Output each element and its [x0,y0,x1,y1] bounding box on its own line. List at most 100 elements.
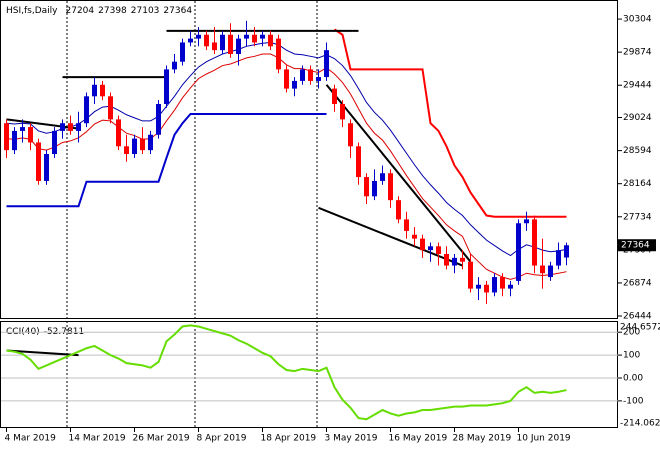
candle-body [340,104,345,120]
candle-body [260,34,265,39]
candle-body [316,77,321,81]
candle-body [12,130,17,151]
candle-body [404,219,409,231]
candle-body [308,69,313,81]
candle-body [452,257,457,266]
y-tick-label: 30304 [623,15,652,25]
candle-body [516,223,521,281]
y-tick-label: 26874 [623,278,652,288]
trendline [6,349,79,357]
candle-body [52,130,57,154]
candle-body [212,42,217,51]
candle-body [444,254,449,266]
chart-title: HSI,fs,Daily [6,6,58,16]
price-tag-bg [618,239,656,252]
candle-body [140,138,145,151]
candle-body [460,257,465,262]
y-tick-label: 200 [623,328,640,338]
y-tick-label: 26444 [623,312,652,322]
ohlc-high: 27398 [98,6,127,16]
y-tick-label: 28594 [623,146,652,156]
candle-body [148,134,153,151]
x-tick-label: 28 May 2019 [453,434,512,444]
candle-body [396,200,401,220]
y-tick-label: 29874 [623,48,652,58]
y-limit-label: -214.062 [620,419,660,429]
candle-body [508,284,513,289]
candle-body [100,84,105,97]
cci-line [6,324,567,421]
x-tick-label: 16 May 2019 [389,434,448,444]
candle-body [324,50,329,78]
x-tick-label: 8 Apr 2019 [197,434,247,444]
candle-body [36,142,41,181]
candle-body [196,34,201,39]
y-tick-label: -100 [623,396,644,406]
candle-body [84,96,89,124]
x-tick-label: 4 Mar 2019 [5,434,57,444]
candle-body [20,127,25,131]
x-tick-label: 14 Mar 2019 [69,434,126,444]
candle-body [76,123,81,131]
candle-body [4,123,9,151]
ohlc-open: 27204 [66,6,95,16]
y-tick-label: 29444 [623,81,652,91]
indicator-line [6,41,567,257]
candle-body [244,34,249,39]
candle-body [268,34,273,47]
candle-body [540,265,545,274]
x-tick-label: 10 Jun 2019 [517,434,571,444]
candle-body [236,38,241,54]
candle-body [420,238,425,251]
price-tag: 27364 [621,241,650,251]
candle-body [364,177,369,197]
cci-current: -52.7811 [44,327,84,337]
y-tick-label: 28164 [623,179,652,189]
indicator-line [333,28,567,218]
candle-body [68,123,73,131]
candle-body [372,180,377,197]
candle-body [60,123,65,131]
candle-body [108,96,113,120]
candle-body [332,88,337,104]
candle-body [172,61,177,70]
candle-body [124,146,129,154]
candle-body [28,127,33,143]
candle-body [532,219,537,266]
candle-body [380,173,385,181]
candle-body [180,42,185,62]
candle-body [524,219,529,224]
candle-body [348,123,353,147]
candle-body [388,173,393,201]
candle-body [44,154,49,181]
y-limit-label: 244.6572 [620,323,660,333]
candle-body [116,119,121,147]
x-tick-label: 26 Mar 2019 [133,434,190,444]
candle-body [132,138,137,154]
candle-body [356,146,361,178]
candle-body [156,104,161,135]
x-tick-label: 3 May 2019 [325,434,378,444]
y-tick-label: 29024 [623,113,652,123]
candle-body [564,245,569,258]
cci-header: CCI(40) -52.7811 [6,327,84,337]
candle-body [476,284,481,289]
indicator-line [6,113,327,208]
candle-body [252,34,257,43]
candle-body [492,277,497,293]
candle-body [412,234,417,239]
cci-panel-frame [0,321,618,428]
candle-body [276,38,281,70]
candle-body [436,246,441,254]
candle-body [92,84,97,97]
candle-body [204,34,209,47]
candle-body [228,34,233,54]
candle-body [220,34,225,51]
trendline [6,118,79,130]
price-panel-frame [0,0,618,319]
candle-body [188,38,193,43]
x-tick-label: 18 Apr 2019 [261,434,317,444]
candle-body [164,69,169,104]
